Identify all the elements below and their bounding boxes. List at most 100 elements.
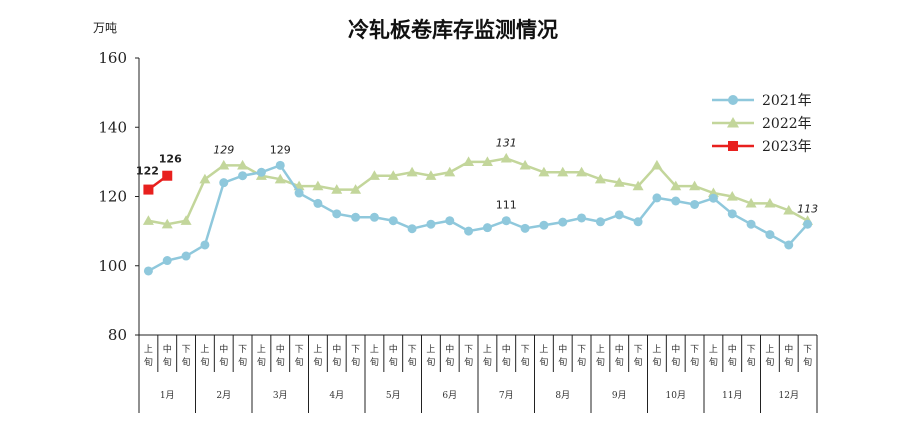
- data-point: [482, 223, 492, 233]
- series-2023年: [143, 170, 173, 195]
- x-tick-label: 旬: [351, 356, 360, 368]
- data-point: [313, 198, 323, 208]
- x-tick-label: 下: [803, 345, 812, 355]
- data-point: [464, 226, 474, 236]
- x-tick-label: 上: [709, 344, 718, 355]
- x-tick-label: 旬: [784, 356, 793, 368]
- x-tick-label: 旬: [803, 356, 812, 368]
- data-point: [614, 210, 624, 220]
- x-tick-label: 中: [389, 343, 398, 355]
- x-tick-label: 旬: [182, 356, 191, 368]
- chart-title: 冷轧板卷库存监测情况: [348, 17, 558, 42]
- x-tick-label: 旬: [332, 356, 341, 368]
- data-label: 111: [496, 199, 517, 212]
- x-tick-label: 下: [521, 345, 530, 355]
- x-tick-label: 下: [747, 345, 756, 355]
- x-tick-label: 旬: [483, 356, 492, 368]
- x-tick-label: 旬: [295, 356, 304, 368]
- data-point: [671, 196, 681, 206]
- x-tick-label: 中: [671, 343, 680, 355]
- legend-label: 2023年: [762, 139, 812, 155]
- x-tick-label: 上: [539, 344, 548, 355]
- x-tick-label: 旬: [521, 356, 530, 368]
- data-point: [501, 216, 511, 226]
- x-tick-label: 上: [313, 344, 322, 355]
- series-2021年: [143, 160, 813, 276]
- data-point: [275, 160, 285, 170]
- legend-item: 2022年: [712, 116, 812, 132]
- legend-label: 2022年: [762, 116, 812, 132]
- data-point: [746, 219, 756, 229]
- data-point: [651, 159, 663, 170]
- data-point: [783, 204, 795, 215]
- x-tick-label: 下: [634, 345, 643, 355]
- x-month-label: 2月: [216, 390, 231, 401]
- data-point: [312, 180, 324, 191]
- x-month-label: 7月: [499, 390, 514, 401]
- x-tick-label: 旬: [577, 356, 586, 368]
- x-tick-label: 中: [332, 343, 341, 355]
- data-point: [594, 173, 606, 184]
- x-month-label: 10月: [666, 390, 686, 401]
- series-layer: [142, 152, 814, 276]
- x-tick-label: 下: [464, 345, 473, 355]
- data-point: [803, 219, 813, 229]
- x-month-label: 1月: [160, 390, 175, 401]
- x-month-label: 8月: [555, 390, 570, 401]
- data-label: 126: [159, 153, 182, 166]
- data-point: [727, 117, 739, 128]
- x-tick-label: 旬: [709, 356, 718, 368]
- x-tick-label: 旬: [257, 356, 266, 368]
- data-point: [728, 141, 738, 151]
- x-tick-label: 旬: [464, 356, 473, 368]
- x-tick-label: 下: [182, 345, 191, 355]
- x-month-label: 5月: [386, 390, 401, 401]
- x-month-label: 12月: [779, 390, 799, 401]
- x-tick-label: 旬: [370, 356, 379, 368]
- legend-item: 2023年: [712, 139, 812, 155]
- x-tick-label: 中: [445, 343, 454, 355]
- data-point: [726, 191, 738, 201]
- x-tick-label: 上: [652, 344, 661, 355]
- y-tick-label: 160: [98, 49, 127, 67]
- data-point: [369, 212, 379, 222]
- data-point: [728, 95, 738, 105]
- data-point: [331, 184, 343, 194]
- data-point: [143, 184, 154, 195]
- data-point: [406, 166, 418, 177]
- data-point: [238, 171, 248, 181]
- x-tick-label: 上: [426, 344, 435, 355]
- data-point: [426, 219, 436, 229]
- x-tick-label: 中: [784, 343, 793, 355]
- x-tick-label: 中: [163, 343, 172, 355]
- x-tick-label: 下: [577, 345, 586, 355]
- data-point: [142, 215, 154, 225]
- data-point: [633, 217, 643, 227]
- x-tick-label: 上: [483, 344, 492, 355]
- x-tick-label: 旬: [634, 356, 643, 368]
- y-tick-label: 100: [98, 257, 127, 275]
- x-tick-label: 上: [596, 344, 605, 355]
- x-tick-label: 旬: [238, 356, 247, 368]
- x-tick-label: 旬: [615, 356, 624, 368]
- x-tick-label: 旬: [671, 356, 680, 368]
- data-point: [256, 167, 266, 177]
- x-tick-label: 上: [200, 344, 209, 355]
- data-point: [652, 193, 662, 203]
- x-tick-label: 中: [276, 343, 285, 355]
- x-tick-label: 旬: [276, 356, 285, 368]
- data-point: [784, 240, 794, 250]
- data-point: [237, 159, 249, 170]
- data-point: [162, 170, 173, 181]
- x-month-label: 3月: [273, 390, 288, 401]
- x-tick-label: 旬: [219, 356, 228, 368]
- x-tick-label: 中: [728, 343, 737, 355]
- series-2022年: [142, 152, 814, 229]
- x-tick-label: 旬: [728, 356, 737, 368]
- data-point: [388, 216, 398, 226]
- x-tick-label: 上: [765, 344, 774, 355]
- x-tick-label: 旬: [652, 356, 661, 368]
- data-point: [520, 223, 530, 233]
- y-tick-label: 140: [98, 118, 127, 136]
